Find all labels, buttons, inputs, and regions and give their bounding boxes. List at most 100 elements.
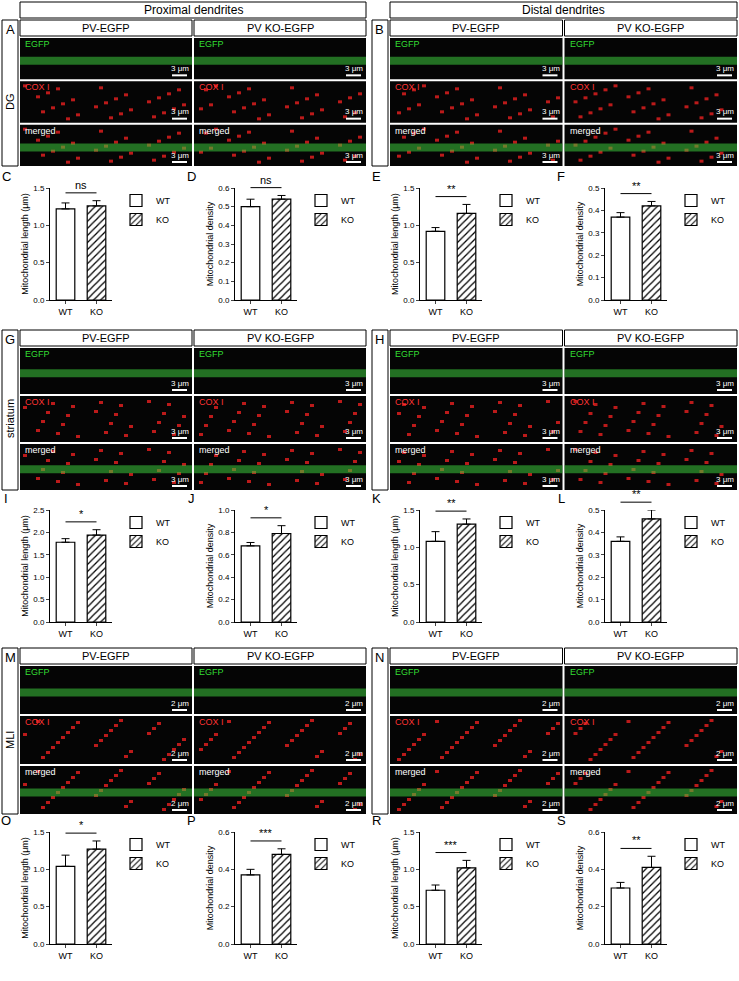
svg-text:3 μm: 3 μm (345, 107, 363, 116)
svg-text:EGFP: EGFP (570, 667, 595, 677)
svg-text:merged: merged (570, 126, 601, 136)
svg-text:0.0: 0.0 (588, 618, 600, 627)
svg-text:WT: WT (429, 629, 443, 639)
svg-text:merged: merged (25, 445, 56, 455)
svg-text:3 μm: 3 μm (716, 64, 734, 73)
svg-text:3 μm: 3 μm (171, 427, 189, 436)
svg-text:***: *** (259, 827, 273, 839)
svg-text:WT: WT (244, 951, 258, 961)
svg-text:A: A (6, 22, 15, 37)
svg-text:C: C (2, 169, 11, 184)
svg-text:0.6: 0.6 (218, 551, 230, 560)
svg-text:0.5: 0.5 (33, 595, 45, 604)
svg-text:Mitochondrial length (μm): Mitochondrial length (μm) (20, 193, 30, 295)
svg-text:KO: KO (156, 859, 169, 869)
svg-text:PV KO-EGFP: PV KO-EGFP (247, 332, 314, 344)
svg-text:PV KO-EGFP: PV KO-EGFP (617, 332, 684, 344)
svg-text:*: * (264, 504, 269, 516)
svg-text:Mitochondrial length (μm): Mitochondrial length (μm) (390, 837, 400, 939)
svg-text:2 μm: 2 μm (345, 699, 363, 708)
svg-text:0.0: 0.0 (403, 618, 415, 627)
svg-text:merged: merged (199, 445, 230, 455)
svg-text:3 μm: 3 μm (345, 379, 363, 388)
svg-text:1.0: 1.0 (33, 865, 45, 874)
svg-text:KO: KO (90, 951, 103, 961)
svg-text:0.0: 0.0 (403, 296, 415, 305)
svg-text:0.5: 0.5 (33, 258, 45, 267)
svg-text:2 μm: 2 μm (171, 699, 189, 708)
svg-text:Mitochondrial length (μm): Mitochondrial length (μm) (20, 515, 30, 617)
svg-text:2 μm: 2 μm (716, 749, 734, 758)
svg-text:Mitochondrial length (μm): Mitochondrial length (μm) (20, 837, 30, 939)
svg-text:Mitochondrial density: Mitochondrial density (575, 845, 585, 930)
svg-text:O: O (1, 813, 11, 828)
svg-text:Proximal dendrites: Proximal dendrites (144, 3, 243, 17)
svg-text:2.5: 2.5 (33, 506, 45, 515)
svg-text:*: * (79, 819, 84, 831)
svg-text:**: ** (447, 183, 456, 195)
svg-text:1.0: 1.0 (33, 221, 45, 230)
svg-text:merged: merged (199, 126, 230, 136)
svg-text:0.3: 0.3 (588, 551, 600, 560)
svg-text:Distal dendrites: Distal dendrites (522, 3, 605, 17)
svg-text:R: R (372, 813, 381, 828)
svg-text:0.0: 0.0 (218, 296, 230, 305)
svg-text:2 μm: 2 μm (542, 799, 560, 808)
svg-text:1.0: 1.0 (403, 865, 415, 874)
svg-text:3 μm: 3 μm (171, 64, 189, 73)
svg-text:1.5: 1.5 (403, 184, 415, 193)
svg-text:2 μm: 2 μm (171, 749, 189, 758)
svg-text:KO: KO (460, 307, 473, 317)
svg-text:3 μm: 3 μm (542, 427, 560, 436)
svg-text:0.3: 0.3 (218, 240, 230, 249)
svg-text:EGFP: EGFP (395, 349, 420, 359)
svg-text:EGFP: EGFP (395, 667, 420, 677)
svg-text:2 μm: 2 μm (542, 749, 560, 758)
svg-text:N: N (375, 650, 384, 665)
svg-text:WT: WT (614, 951, 628, 961)
svg-text:EGFP: EGFP (25, 349, 50, 359)
svg-text:KO: KO (526, 859, 539, 869)
svg-text:KO: KO (711, 537, 724, 547)
svg-text:PV-EGFP: PV-EGFP (82, 332, 130, 344)
svg-text:0.0: 0.0 (218, 940, 230, 949)
svg-text:KO: KO (645, 951, 658, 961)
svg-text:Mitochondrial density: Mitochondrial density (575, 201, 585, 286)
svg-text:3 μm: 3 μm (542, 64, 560, 73)
svg-text:COX I: COX I (199, 397, 224, 407)
svg-text:3 μm: 3 μm (716, 475, 734, 484)
svg-text:WT: WT (429, 307, 443, 317)
svg-text:EGFP: EGFP (395, 39, 420, 49)
svg-text:0.5: 0.5 (218, 202, 230, 211)
svg-text:KO: KO (526, 215, 539, 225)
svg-text:ns: ns (75, 179, 87, 191)
svg-text:merged: merged (199, 767, 230, 777)
svg-text:KO: KO (460, 629, 473, 639)
svg-text:D: D (187, 169, 196, 184)
svg-text:COX I: COX I (570, 82, 595, 92)
svg-text:PV KO-EGFP: PV KO-EGFP (617, 650, 684, 662)
svg-text:J: J (188, 491, 195, 506)
svg-text:KO: KO (341, 859, 354, 869)
svg-text:2.0: 2.0 (33, 528, 45, 537)
svg-text:1.0: 1.0 (218, 506, 230, 515)
svg-text:1.0: 1.0 (33, 573, 45, 582)
svg-text:G: G (5, 332, 15, 347)
svg-text:F: F (557, 169, 565, 184)
svg-text:WT: WT (711, 518, 725, 528)
svg-text:COX I: COX I (395, 717, 420, 727)
svg-text:PV-EGFP: PV-EGFP (82, 22, 130, 34)
svg-text:WT: WT (711, 196, 725, 206)
svg-text:1.5: 1.5 (33, 828, 45, 837)
svg-text:2 μm: 2 μm (345, 799, 363, 808)
svg-text:B: B (375, 22, 384, 37)
svg-text:Mitochondrial density: Mitochondrial density (205, 523, 215, 608)
svg-text:COX I: COX I (25, 397, 50, 407)
svg-text:*: * (79, 508, 84, 520)
svg-text:WT: WT (711, 840, 725, 850)
svg-text:WT: WT (341, 196, 355, 206)
svg-text:PV-EGFP: PV-EGFP (452, 22, 500, 34)
svg-text:Mitochondrial length (μm): Mitochondrial length (μm) (390, 193, 400, 295)
svg-text:3 μm: 3 μm (171, 475, 189, 484)
svg-text:0.4: 0.4 (218, 221, 230, 230)
